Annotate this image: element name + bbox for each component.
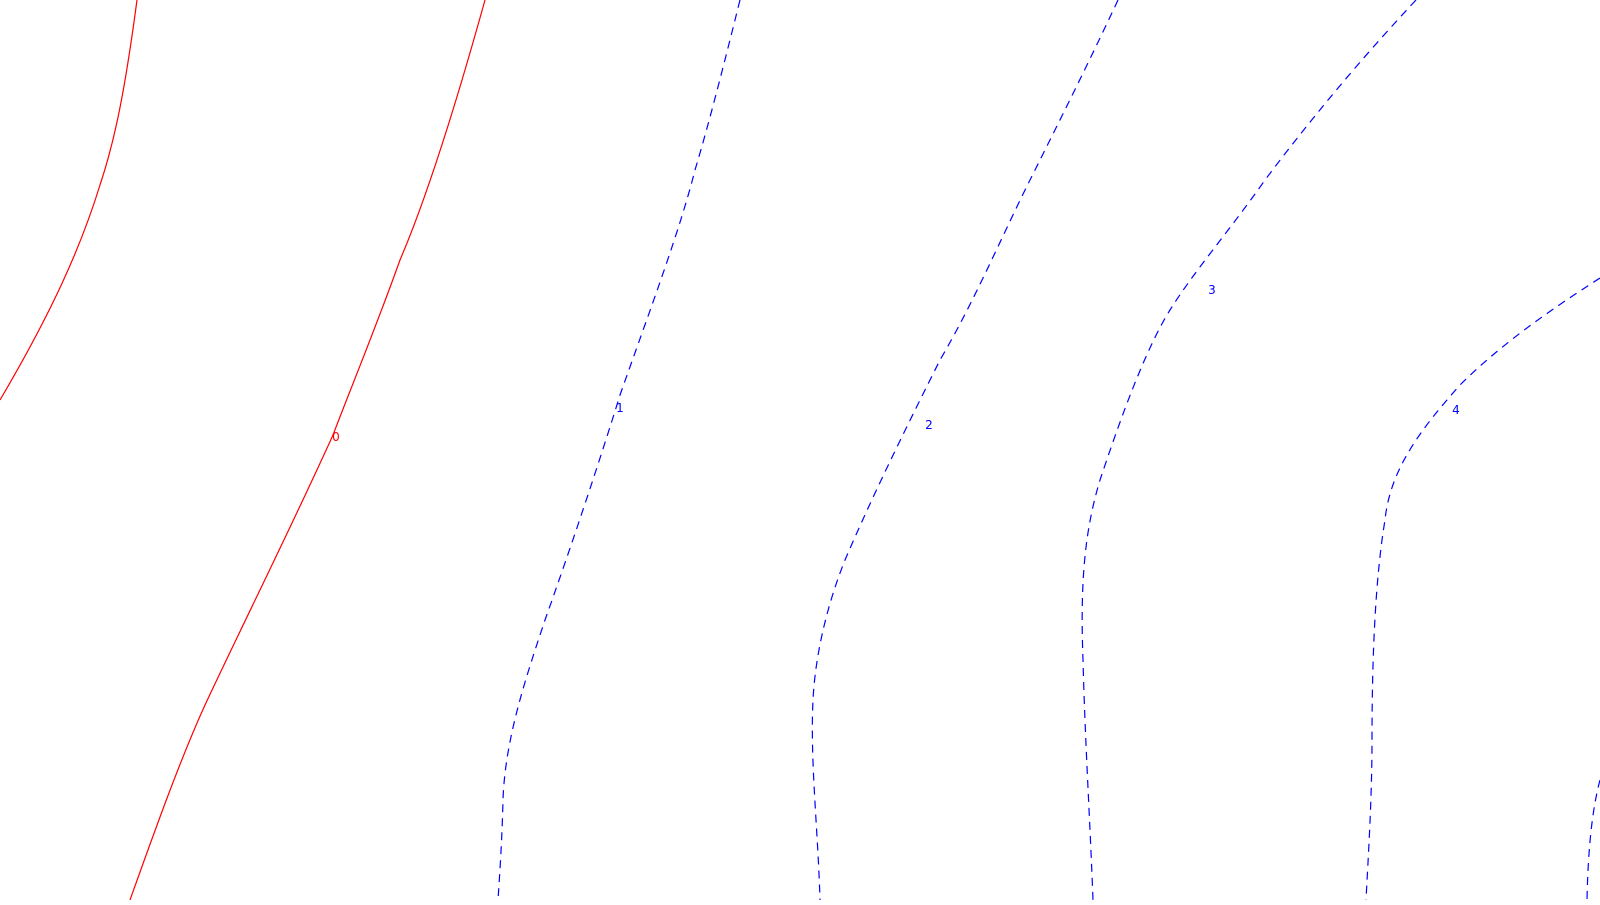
contour-line-4 xyxy=(1365,277,1600,901)
contour-label-3: 3 xyxy=(1208,283,1216,297)
contour-line-right-partial xyxy=(1586,779,1600,901)
contour-label-0: 0 xyxy=(332,430,340,444)
contour-line-2 xyxy=(811,0,1119,901)
contour-label-1: 1 xyxy=(616,401,624,415)
contour-label-2: 2 xyxy=(925,418,933,432)
contour-line-1 xyxy=(497,0,741,901)
contour-line-zero-left xyxy=(0,0,138,401)
contour-label-4: 4 xyxy=(1452,403,1460,417)
contour-line-0 xyxy=(129,0,486,901)
contour-line-3 xyxy=(1081,0,1417,901)
